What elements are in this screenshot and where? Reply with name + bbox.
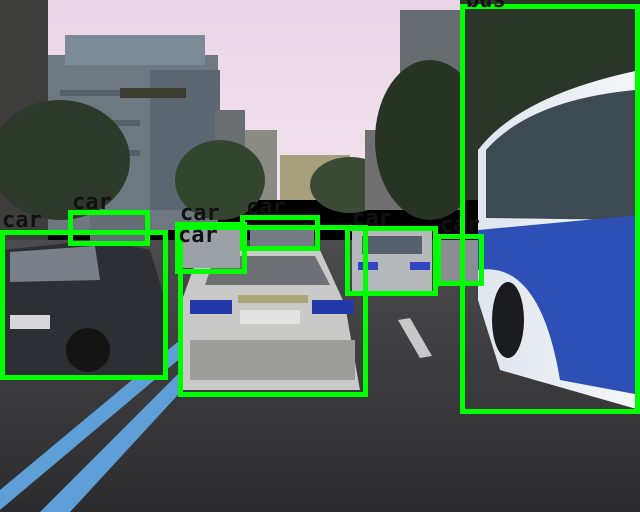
bounding-box-car <box>345 226 438 296</box>
detection-label: car <box>72 190 112 215</box>
lane-dash <box>398 318 432 358</box>
bounding-box-car <box>0 230 168 380</box>
bounding-box-car <box>240 215 320 251</box>
detection-label: car <box>2 208 42 233</box>
detection-label: car <box>246 195 286 220</box>
detection-label: car <box>180 201 220 226</box>
traffic-light <box>120 88 186 98</box>
trees-right <box>375 60 485 220</box>
detection-label: bus <box>466 0 506 13</box>
detection-label: car <box>178 223 218 248</box>
car-distant-left <box>180 230 240 268</box>
detection-label: car <box>440 213 480 238</box>
bounding-box-car <box>68 210 150 246</box>
bounding-box-bus <box>460 4 640 414</box>
detection-label: car <box>352 206 392 231</box>
bounding-box-car <box>178 225 368 397</box>
trees-left <box>0 100 130 220</box>
lane-line-blue <box>0 340 190 510</box>
